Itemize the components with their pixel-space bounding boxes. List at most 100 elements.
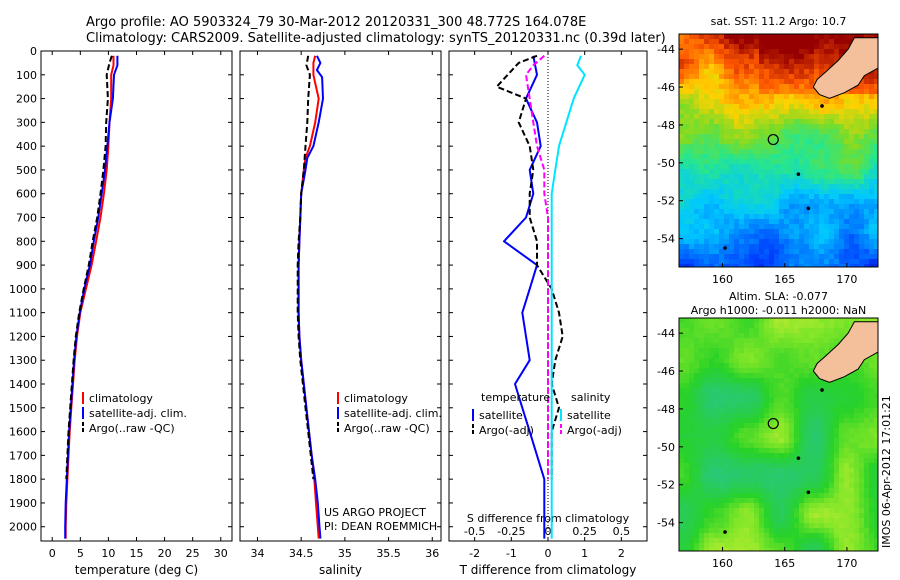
map-cell (689, 458, 694, 463)
map-cell (769, 244, 774, 249)
map-cell (714, 323, 719, 328)
top-tick-label: 0.25 (572, 525, 597, 538)
map-cell (689, 209, 694, 214)
map-cell (804, 69, 809, 74)
map-cell (689, 378, 694, 383)
map-cell (769, 209, 774, 214)
map-cell (714, 114, 719, 119)
map-cell (694, 423, 699, 428)
map-cell (794, 179, 799, 184)
map-cell (849, 154, 854, 159)
map-cell (849, 373, 854, 378)
map-cell (699, 518, 704, 523)
plot-frame (40, 50, 233, 542)
map-cell (729, 318, 734, 323)
map-cell (814, 164, 819, 169)
map-cell (774, 328, 779, 333)
map-cell (739, 259, 744, 264)
map-cell (694, 518, 699, 523)
map-cell (874, 498, 878, 503)
map-cell (764, 408, 769, 413)
map-cell (694, 513, 699, 518)
map-cell (729, 403, 734, 408)
map-cell (759, 169, 764, 174)
map-cell (874, 99, 878, 104)
map-cell (789, 423, 794, 428)
map-cell (804, 498, 809, 503)
map-cell (809, 503, 814, 508)
map-cell (769, 523, 774, 528)
map-cell (764, 393, 769, 398)
map-cell (769, 164, 774, 169)
map-cell (744, 543, 749, 548)
x-tick-label: 35.5 (376, 547, 401, 560)
map-cell (754, 114, 759, 119)
map-cell (714, 408, 719, 413)
map-cell (734, 69, 739, 74)
map-cell (859, 84, 864, 89)
map-cell (824, 234, 829, 239)
map-cell (719, 498, 724, 503)
map-cell (759, 244, 764, 249)
map-cell (819, 393, 824, 398)
map-cell (784, 144, 789, 149)
map-cell (859, 149, 864, 154)
map-cell (749, 184, 754, 189)
map-cell (794, 538, 799, 543)
map-cell (729, 39, 734, 44)
map-cell (799, 119, 804, 124)
map-cell (804, 139, 809, 144)
map-cell (699, 383, 704, 388)
map-cell (704, 423, 709, 428)
map-cell (794, 159, 799, 164)
map-cell (829, 413, 834, 418)
profile-panel-2: 34 34.5 35 35.5 36salinityclimatologysatelli… (239, 50, 442, 577)
map-cell (779, 363, 784, 368)
map-cell (689, 333, 694, 338)
map-cell (819, 343, 824, 348)
map-cell (874, 199, 878, 204)
map-cell (719, 234, 724, 239)
map-cell (764, 523, 769, 528)
map-cell (809, 139, 814, 144)
map-cell (779, 443, 784, 448)
map-cell (784, 204, 789, 209)
map-cell (744, 508, 749, 513)
map-cell (724, 254, 729, 259)
map-cell (794, 528, 799, 533)
map-cell (869, 513, 874, 518)
map-cell (724, 428, 729, 433)
map-cell (799, 259, 804, 264)
map-cell (729, 99, 734, 104)
map-cell (849, 418, 854, 423)
map-cell (824, 478, 829, 483)
map-cell (824, 333, 829, 338)
map-cell (699, 214, 704, 219)
map-cell (679, 174, 684, 179)
map-cell (804, 34, 809, 39)
map-cell (799, 348, 804, 353)
map-cell (699, 169, 704, 174)
map-cell (714, 508, 719, 513)
map-cell (819, 169, 824, 174)
map-cell (734, 503, 739, 508)
map-cell (709, 189, 714, 194)
map-cell (799, 373, 804, 378)
map-cell (714, 533, 719, 538)
map-cell (819, 458, 824, 463)
map-cell (739, 74, 744, 79)
map-cell (679, 368, 684, 373)
map-cell (739, 204, 744, 209)
map-cell (679, 428, 684, 433)
map-cell (779, 94, 784, 99)
map-cell (789, 468, 794, 473)
map-cell (679, 418, 684, 423)
map-cell (754, 189, 759, 194)
map-cell (734, 169, 739, 174)
map-cell (779, 234, 784, 239)
map-cell (734, 144, 739, 149)
map-cell (769, 39, 774, 44)
map-cell (739, 139, 744, 144)
map-cell (874, 523, 878, 528)
map-cell (774, 403, 779, 408)
